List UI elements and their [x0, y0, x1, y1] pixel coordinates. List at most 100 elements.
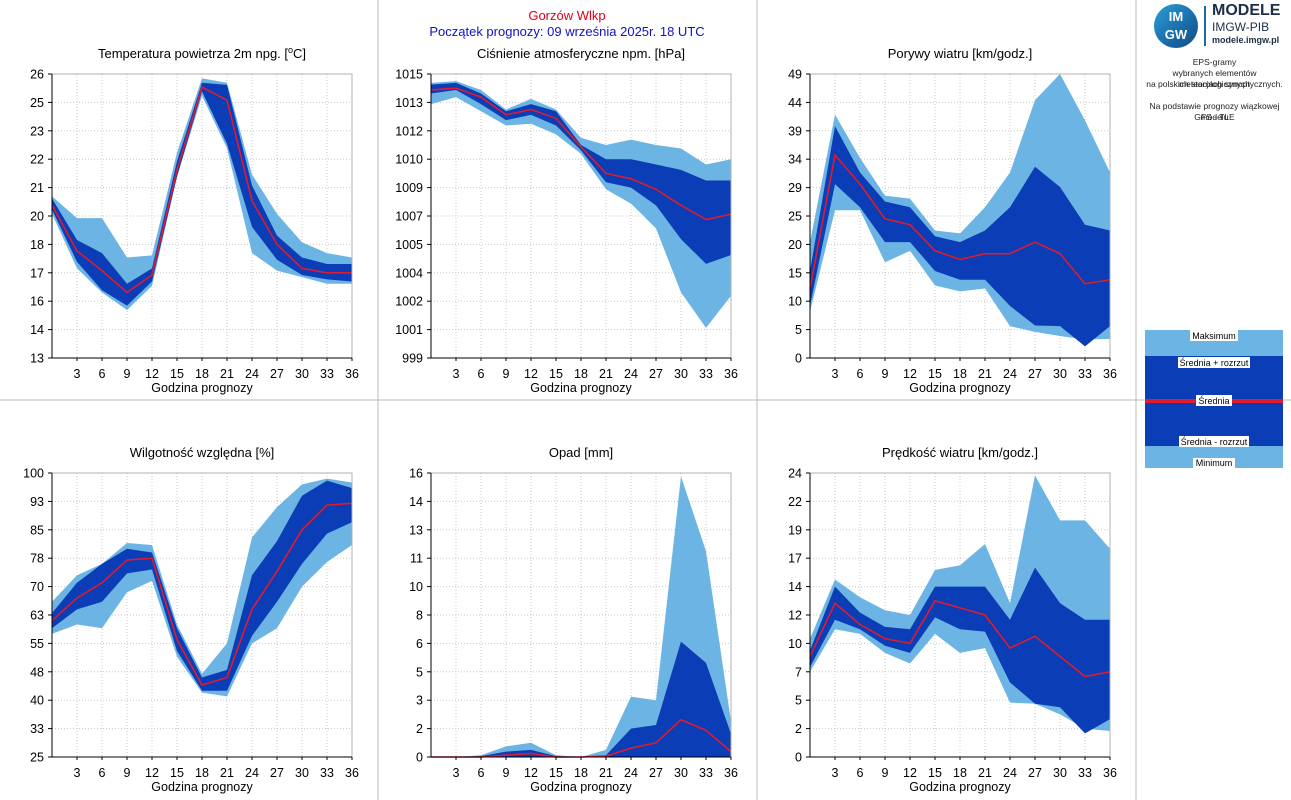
x-tick-label: 6 — [99, 367, 106, 381]
y-tick-label: 6 — [416, 637, 423, 651]
spread-band — [52, 82, 352, 306]
x-tick-label: 9 — [124, 367, 131, 381]
x-tick-label: 18 — [195, 367, 209, 381]
y-tick-label: 14 — [30, 323, 44, 337]
y-tick-label: 48 — [30, 665, 44, 679]
x-tick-label: 36 — [724, 766, 738, 780]
y-tick-label: 100 — [23, 467, 44, 481]
x-tick-label: 15 — [549, 367, 563, 381]
chart-panel: 999 1001 1002 1004 1005 1007 1009 1010 1012 1013 1… — [395, 46, 738, 395]
logo-separator — [1204, 6, 1206, 46]
logo-mark-bottom: GW — [1164, 27, 1188, 42]
legend-label-bg — [1179, 436, 1249, 447]
y-tick-label: 22 — [788, 495, 802, 509]
x-tick-label: 15 — [928, 367, 942, 381]
imgw-logo[interactable]: IM GW MODELE IMGW-PIB modele.imgw.pl — [1146, 2, 1286, 48]
x-tick-label: 36 — [724, 367, 738, 381]
chart-title: Ciśnienie atmosferyczne npm. [hPa] — [477, 46, 685, 61]
x-axis-label: Godzina prognozy — [151, 780, 253, 794]
x-tick-label: 3 — [832, 766, 839, 780]
y-tick-label: 0 — [416, 751, 423, 765]
y-tick-label: 33 — [30, 722, 44, 736]
y-tick-label: 1005 — [395, 238, 423, 252]
x-tick-label: 15 — [549, 766, 563, 780]
y-tick-label: 22 — [30, 153, 44, 167]
x-tick-label: 27 — [649, 766, 663, 780]
y-tick-label: 0 — [795, 751, 802, 765]
x-tick-label: 24 — [245, 367, 259, 381]
x-tick-label: 24 — [624, 766, 638, 780]
x-tick-label: 27 — [1028, 367, 1042, 381]
x-tick-label: 24 — [1003, 766, 1017, 780]
y-tick-label: 23 — [30, 124, 44, 138]
logo-title: MODELE — [1212, 2, 1281, 19]
x-tick-label: 18 — [195, 766, 209, 780]
x-tick-label: 3 — [453, 367, 460, 381]
y-tick-label: 14 — [788, 580, 802, 594]
legend-label-bg — [1178, 357, 1250, 368]
x-tick-label: 30 — [1053, 367, 1067, 381]
y-tick-label: 14 — [409, 495, 423, 509]
y-tick-label: 40 — [30, 694, 44, 708]
x-tick-label: 6 — [857, 367, 864, 381]
y-tick-label: 10 — [409, 580, 423, 594]
note-line: Na podstawie prognozy wiązkowej modelu — [1149, 101, 1280, 122]
y-tick-label: 26 — [30, 68, 44, 82]
x-tick-label: 9 — [124, 766, 131, 780]
y-tick-label: 19 — [788, 523, 802, 537]
x-tick-label: 30 — [295, 367, 309, 381]
y-tick-label: 1004 — [395, 266, 423, 280]
logo-subtitle: IMGW-PIB — [1212, 20, 1270, 34]
note-line: GFS - TLE — [1194, 112, 1235, 122]
y-tick-label: 2 — [416, 722, 423, 736]
x-tick-label: 27 — [270, 766, 284, 780]
min-max-band — [52, 478, 352, 697]
x-tick-label: 6 — [478, 766, 485, 780]
x-tick-label: 36 — [345, 367, 359, 381]
y-tick-label: 25 — [30, 751, 44, 765]
x-tick-label: 30 — [295, 766, 309, 780]
x-tick-label: 33 — [1078, 367, 1092, 381]
x-tick-label: 3 — [74, 766, 81, 780]
mean-line — [809, 599, 1111, 678]
x-tick-label: 27 — [649, 367, 663, 381]
legend-label-bg — [1190, 330, 1238, 341]
y-tick-label: 16 — [409, 467, 423, 481]
y-tick-label: 1012 — [395, 124, 423, 138]
y-tick-label: 34 — [788, 153, 802, 167]
y-tick-label: 13 — [409, 523, 423, 537]
y-tick-label: 0 — [795, 352, 802, 366]
x-tick-label: 3 — [453, 766, 460, 780]
x-tick-label: 18 — [574, 367, 588, 381]
x-tick-label: 21 — [978, 766, 992, 780]
x-tick-label: 15 — [170, 766, 184, 780]
y-tick-label: 78 — [30, 552, 44, 566]
x-tick-label: 18 — [953, 367, 967, 381]
legend-label-bg — [1196, 395, 1232, 406]
chart-title: Opad [mm] — [549, 445, 613, 460]
x-tick-label: 33 — [320, 766, 334, 780]
side-panel: IM GW MODELE IMGW-PIB modele.imgw.pl EPS… — [1138, 0, 1291, 800]
y-tick-label: 49 — [788, 68, 802, 82]
x-tick-label: 36 — [345, 766, 359, 780]
y-tick-label: 1007 — [395, 210, 423, 224]
y-tick-label: 20 — [30, 210, 44, 224]
forecast-start: Początek prognozy: 09 września 2025r. 18… — [429, 24, 704, 39]
x-axis-label: Godzina prognozy — [151, 381, 253, 395]
y-tick-label: 63 — [30, 609, 44, 623]
x-tick-label: 15 — [170, 367, 184, 381]
y-tick-label: 17 — [788, 552, 802, 566]
y-tick-label: 7 — [795, 665, 802, 679]
x-tick-label: 6 — [478, 367, 485, 381]
x-tick-label: 24 — [624, 367, 638, 381]
x-tick-label: 3 — [832, 367, 839, 381]
x-tick-label: 24 — [1003, 367, 1017, 381]
y-tick-label: 17 — [30, 266, 44, 280]
x-tick-label: 3 — [74, 367, 81, 381]
x-tick-label: 12 — [903, 367, 917, 381]
